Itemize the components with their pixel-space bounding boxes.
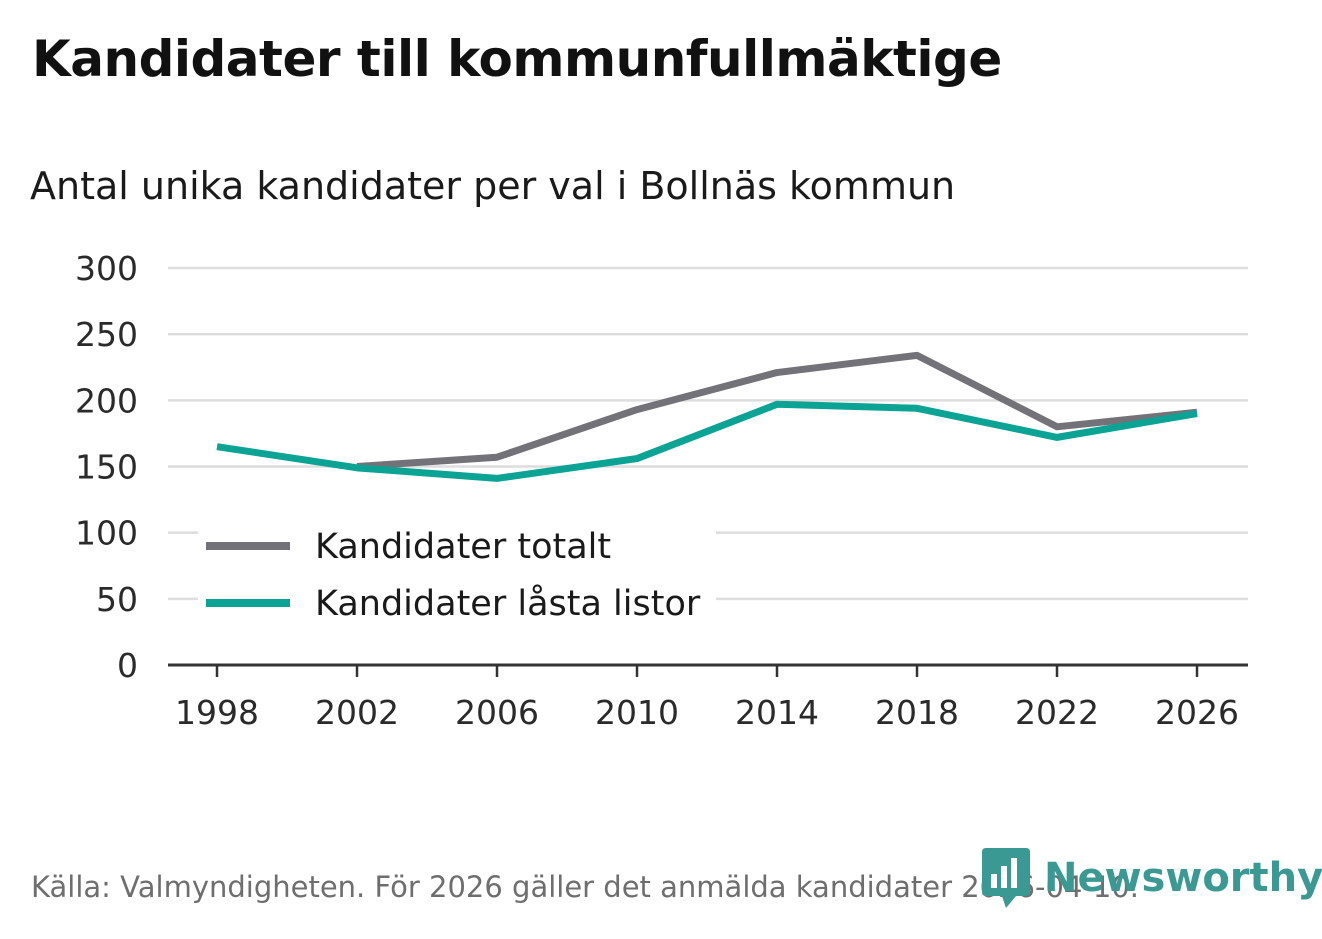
axes: 0 50 100 150 200 250 300 1998 2002 2006 2010 2014 20…	[75, 249, 1248, 732]
chart-title: Kandidater till kommunfullmäktige	[32, 30, 1002, 88]
x-tick-label: 1998	[175, 693, 259, 732]
x-tick-label: 2010	[595, 693, 679, 732]
brand-logo: Newsworthy	[982, 848, 1322, 908]
y-tick-label: 250	[75, 315, 138, 354]
y-tick-label: 100	[75, 514, 138, 553]
x-tick-label: 2002	[315, 693, 399, 732]
legend-label-0: Kandidater totalt	[315, 527, 611, 567]
y-tick-label: 300	[75, 249, 138, 288]
source-note: Källa: Valmyndigheten. För 2026 gäller d…	[31, 870, 1139, 904]
legend: Kandidater totalt Kandidater låsta listor	[198, 522, 716, 634]
y-tick-label: 0	[117, 646, 138, 685]
series-line-1	[216, 400, 1198, 482]
y-tick-label: 200	[75, 381, 138, 420]
series-line-0	[356, 351, 1198, 470]
legend-background	[198, 522, 716, 634]
x-tick-label: 2014	[735, 693, 819, 732]
x-tick-label: 2006	[455, 693, 539, 732]
x-tick-label: 2022	[1015, 693, 1099, 732]
legend-label-1: Kandidater låsta listor	[315, 583, 701, 624]
series-lines	[216, 351, 1198, 482]
brand-name: Newsworthy	[1044, 855, 1322, 901]
y-tick-label: 150	[75, 448, 138, 487]
x-tick-label: 2026	[1155, 693, 1239, 732]
chart-subtitle: Antal unika kandidater per val i Bollnäs…	[30, 164, 956, 208]
newsworthy-logo-icon	[982, 848, 1030, 908]
x-tick-label: 2018	[875, 693, 959, 732]
y-tick-label: 50	[96, 580, 138, 619]
